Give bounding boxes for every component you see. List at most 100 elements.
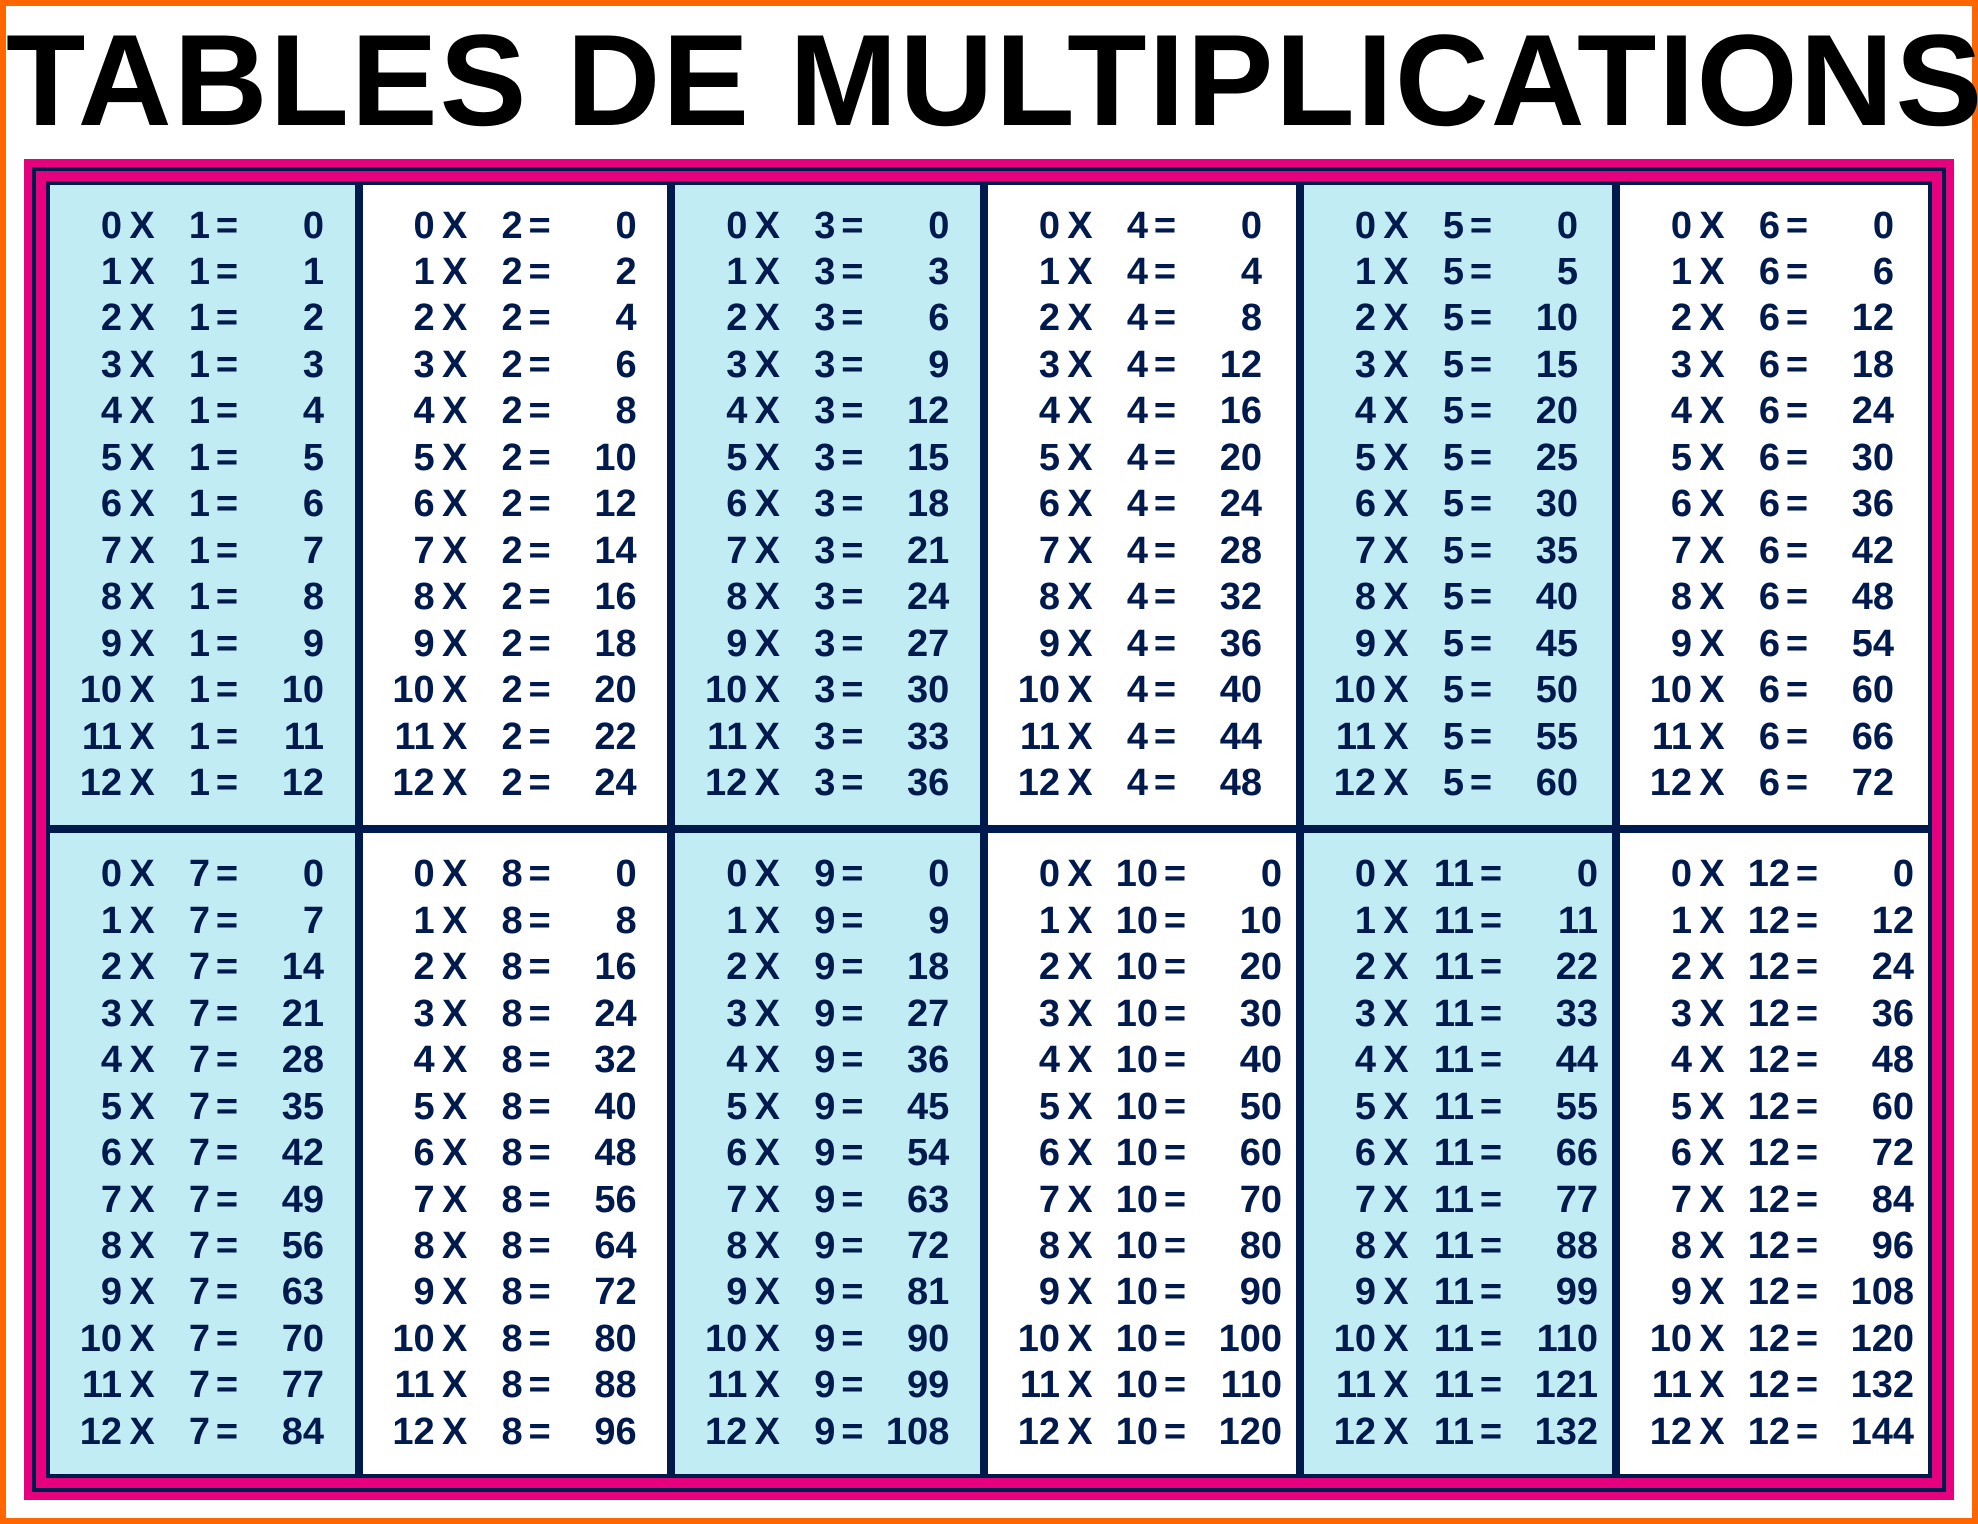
times-symbol: X [1376,390,1416,433]
times-symbol: X [1060,483,1100,526]
equals-symbol: = [1780,623,1814,666]
equals-symbol: = [835,900,869,943]
times-symbol: X [1060,1179,1100,1222]
times-symbol: X [122,1364,162,1407]
factor-a: 4 [74,390,122,433]
equals-symbol: = [523,762,557,805]
times-symbol: X [122,1086,162,1129]
equals-symbol: = [210,1179,244,1222]
equals-symbol: = [523,483,557,526]
times-symbol: X [1692,576,1732,619]
equation-line: 8X12=96 [1644,1225,1914,1268]
equation-line: 10X5=50 [1328,669,1598,712]
factor-a: 11 [699,716,747,759]
result: 84 [1824,1179,1914,1222]
equation-line: 12X7=84 [74,1411,341,1454]
table-cell-9: 0X9=01X9=92X9=183X9=274X9=365X9=456X9=54… [671,829,984,1478]
equation-line: 12X10=120 [1012,1411,1282,1454]
times-symbol: X [1376,853,1416,896]
result: 55 [1498,716,1578,759]
equals-symbol: = [1474,1225,1508,1268]
times-symbol: X [1692,1271,1732,1314]
result: 14 [557,530,637,573]
factor-b: 11 [1416,853,1474,896]
equation-line: 3X9=27 [699,993,966,1036]
result: 54 [869,1132,949,1175]
times-symbol: X [122,762,162,805]
times-symbol: X [1692,1179,1732,1222]
times-symbol: X [1060,251,1100,294]
factor-a: 11 [74,716,122,759]
times-symbol: X [1060,900,1100,943]
equals-symbol: = [523,1225,557,1268]
equation-line: 4X1=4 [74,390,341,433]
factor-b: 10 [1100,1086,1158,1129]
factor-a: 7 [74,530,122,573]
times-symbol: X [1692,1411,1732,1454]
factor-b: 9 [787,900,835,943]
equation-line: 5X5=25 [1328,437,1598,480]
equals-symbol: = [835,716,869,759]
equation-line: 2X6=12 [1644,297,1914,340]
equation-line: 2X11=22 [1328,946,1598,989]
factor-a: 5 [1328,437,1376,480]
equals-symbol: = [1464,669,1498,712]
factor-a: 8 [387,1225,435,1268]
factor-b: 1 [162,669,210,712]
times-symbol: X [747,716,787,759]
equals-symbol: = [1790,853,1824,896]
equation-line: 4X9=36 [699,1039,966,1082]
equation-line: 5X11=55 [1328,1086,1598,1129]
factor-a: 10 [74,669,122,712]
factor-b: 11 [1416,1271,1474,1314]
factor-a: 2 [1328,946,1376,989]
factor-a: 11 [74,1364,122,1407]
factor-a: 12 [1012,1411,1060,1454]
result: 63 [244,1271,324,1314]
equals-symbol: = [835,669,869,712]
factor-b: 3 [787,762,835,805]
times-symbol: X [1376,530,1416,573]
equals-symbol: = [523,1364,557,1407]
equals-symbol: = [210,946,244,989]
factor-a: 2 [1328,297,1376,340]
times-symbol: X [1376,251,1416,294]
times-symbol: X [1376,1086,1416,1129]
times-symbol: X [1692,205,1732,248]
result: 144 [1824,1411,1914,1454]
times-symbol: X [435,623,475,666]
factor-b: 5 [1416,390,1464,433]
equals-symbol: = [1158,853,1192,896]
result: 36 [1824,993,1914,1036]
times-symbol: X [435,390,475,433]
factor-b: 12 [1732,900,1790,943]
factor-b: 7 [162,993,210,1036]
equals-symbol: = [835,297,869,340]
times-symbol: X [435,1086,475,1129]
equation-line: 0X7=0 [74,853,341,896]
times-symbol: X [747,1132,787,1175]
result: 48 [1814,576,1894,619]
equals-symbol: = [210,1364,244,1407]
result: 12 [557,483,637,526]
factor-a: 1 [699,900,747,943]
times-symbol: X [122,205,162,248]
equation-line: 1X4=4 [1012,251,1282,294]
result: 4 [557,297,637,340]
table-cell-2: 0X2=01X2=22X2=43X2=64X2=85X2=106X2=127X2… [359,181,672,830]
factor-a: 8 [1012,576,1060,619]
equals-symbol: = [835,1318,869,1361]
factor-a: 10 [699,1318,747,1361]
equation-line: 8X10=80 [1012,1225,1282,1268]
factor-a: 10 [1644,669,1692,712]
equals-symbol: = [523,576,557,619]
result: 28 [244,1039,324,1082]
equation-line: 9X1=9 [74,623,341,666]
equation-line: 8X11=88 [1328,1225,1598,1268]
factor-a: 12 [74,762,122,805]
equation-line: 12X1=12 [74,762,341,805]
times-symbol: X [747,1086,787,1129]
equals-symbol: = [1780,251,1814,294]
equals-symbol: = [523,1086,557,1129]
factor-a: 3 [699,344,747,387]
